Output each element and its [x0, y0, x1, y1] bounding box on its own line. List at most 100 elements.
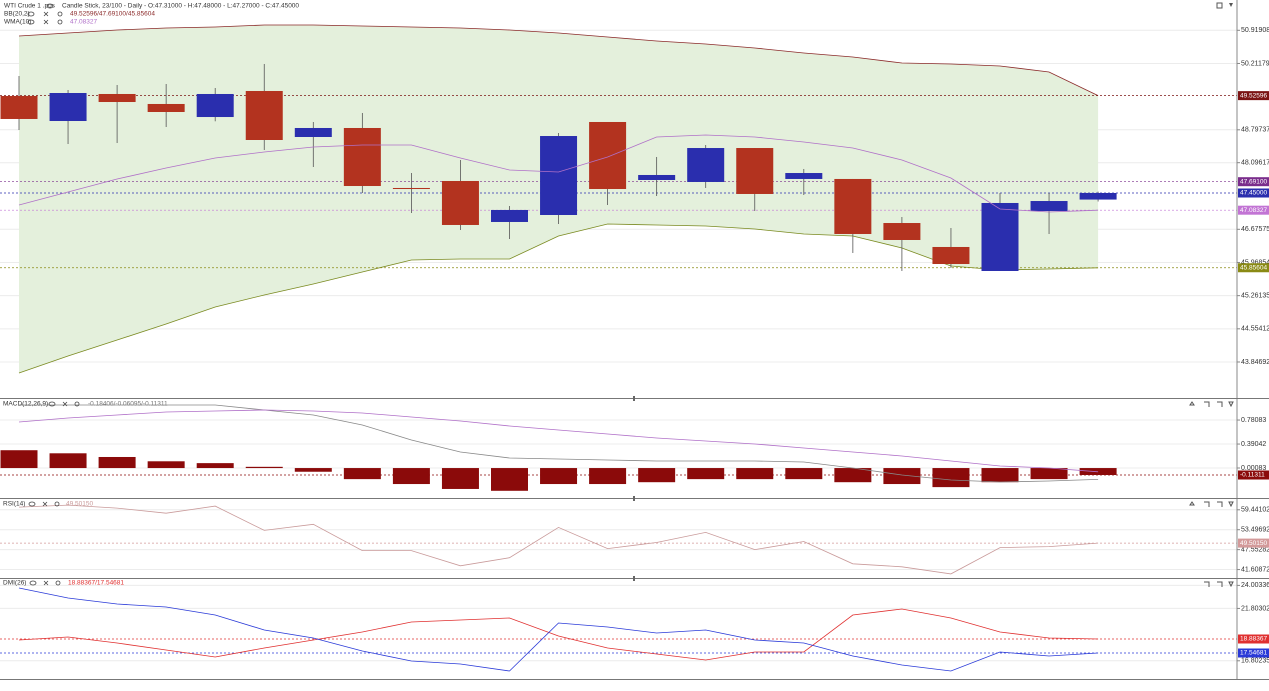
- histogram-bar: [932, 468, 970, 488]
- price-label: 47.69100: [1240, 178, 1267, 185]
- plot: 50.91908 50.21179 48.79737 48.09617 46.67575…: [0, 24, 1269, 672]
- histogram-bar: [785, 468, 823, 480]
- candle-body: [0, 96, 38, 119]
- candle-body: [245, 90, 283, 140]
- histogram-bar: [540, 468, 578, 485]
- panel: 50.91908 50.21179 48.79737 48.09617 46.67575…: [0, 24, 1269, 374]
- price-label-box: [1238, 648, 1269, 658]
- price-label: 47.08327: [1240, 207, 1267, 214]
- candle-body: [785, 173, 823, 179]
- price-label-box: [1238, 470, 1269, 480]
- candle-body: [1079, 192, 1117, 200]
- indicator-icons[interactable]: [27, 3, 80, 586]
- histogram-bar: [98, 456, 136, 469]
- gear-icon[interactable]: [57, 19, 63, 25]
- drag-handle[interactable]: [633, 396, 635, 401]
- y-tick-label: 41.60872: [1241, 566, 1269, 573]
- histogram-bar: [0, 450, 38, 469]
- y-tick-label: 50.21179: [1241, 60, 1269, 67]
- panel-icons[interactable]: [1189, 501, 1234, 508]
- price-label: 49.52596: [1240, 92, 1267, 99]
- indicator-value: 18.88367/17.54681: [68, 580, 124, 587]
- panel-icons[interactable]: [1189, 401, 1234, 408]
- menu-icon[interactable]: [1229, 3, 1233, 7]
- y-tick-label: 45.26135: [1241, 292, 1269, 299]
- histogram-bar: [49, 453, 87, 469]
- indicator-name: BB(20,2): [4, 11, 30, 18]
- drag-handle[interactable]: [633, 576, 635, 581]
- indicator-line: [18, 134, 1099, 213]
- gear-icon[interactable]: [54, 501, 60, 507]
- histogram-bar: [981, 468, 1019, 483]
- headers: WTI Crude 1 .pos Candle Stick, 23/100 - …: [3, 3, 299, 587]
- histogram-bar: [687, 468, 725, 480]
- indicator-name: WMA(10): [4, 19, 31, 26]
- chart-title: WTI Crude 1 .pos: [4, 3, 56, 10]
- histogram-bar: [1030, 468, 1068, 480]
- panel-body: [0, 24, 1237, 374]
- y-tick-label: 0.39042: [1241, 441, 1266, 448]
- price-label-box: [1238, 177, 1269, 187]
- indicator-line: [19, 404, 1099, 483]
- gear-icon[interactable]: [57, 11, 63, 17]
- candle-body: [638, 174, 676, 181]
- candle-body: [589, 121, 627, 190]
- y-tick-label: 48.79737: [1241, 127, 1269, 134]
- indicator-line: [18, 608, 1099, 661]
- panel: 24.00336 21.80302 16.80235 18.88367 17.54681: [0, 582, 1269, 672]
- y-tick-label: 47.55282: [1241, 546, 1269, 553]
- histogram-bar: [441, 468, 479, 489]
- y-tick-label: 43.84692: [1241, 359, 1269, 366]
- panel: 59.44102 53.49692 47.55282 41.60872 49.50150: [0, 504, 1269, 575]
- histogram-bar: [392, 468, 430, 485]
- y-tick-label: 59.44102: [1241, 507, 1269, 514]
- expand-icon[interactable]: [1216, 2, 1223, 9]
- candle-body: [392, 187, 430, 190]
- candle-body: [540, 136, 578, 215]
- y-tick-label: 16.80235: [1241, 658, 1269, 665]
- histogram-bar: [245, 466, 283, 469]
- candle-body: [147, 103, 185, 112]
- panel-body: [0, 504, 1237, 575]
- icons[interactable]: [27, 3, 68, 586]
- candle-body: [491, 209, 528, 222]
- drag-handles[interactable]: [633, 396, 635, 581]
- panel-body: [0, 404, 1237, 491]
- price-label: -0.11311: [1240, 472, 1265, 479]
- price-label-box: [1238, 263, 1269, 273]
- gear-icon[interactable]: [55, 580, 61, 586]
- candle-body: [343, 127, 381, 187]
- histogram-bar: [294, 468, 332, 472]
- drag-handle[interactable]: [633, 496, 635, 501]
- candle-body: [196, 93, 234, 118]
- band-line: [18, 24, 1099, 96]
- indicator-value: 49.50150: [66, 501, 93, 508]
- y-tick-label: 46.67575: [1241, 226, 1269, 233]
- gear-icon[interactable]: [74, 401, 80, 407]
- indicator-line: [18, 409, 1099, 473]
- band-line: [18, 223, 1099, 374]
- y-tick-label: 53.49692: [1241, 527, 1269, 534]
- panel-body: [0, 584, 1237, 672]
- candle-body: [736, 148, 774, 194]
- panel-icons[interactable]: [1204, 581, 1234, 588]
- price-label-box: [1238, 91, 1269, 101]
- window-icons[interactable]: [1189, 2, 1234, 588]
- indicator-name: MACD(12,26,9): [3, 401, 48, 408]
- indicator-name: DMI(26): [3, 580, 26, 587]
- histogram-bar: [883, 468, 921, 485]
- price-label-box: [1238, 205, 1269, 215]
- price-label-box: [1238, 634, 1269, 644]
- indicator-name: RSI(14): [3, 501, 25, 508]
- chart-subtitle: Candle Stick, 23/100 - Daily - O:47.3100…: [62, 3, 299, 10]
- price-label: 47.45000: [1240, 190, 1267, 197]
- indicator-value: 49.52596/47.69100/45.85604: [70, 11, 155, 18]
- histogram-bar: [736, 468, 774, 480]
- price-label-box: [1238, 538, 1269, 548]
- histogram-bar: [196, 463, 234, 469]
- y-tick-label: 50.91908: [1241, 27, 1269, 34]
- candle-body: [1030, 201, 1068, 212]
